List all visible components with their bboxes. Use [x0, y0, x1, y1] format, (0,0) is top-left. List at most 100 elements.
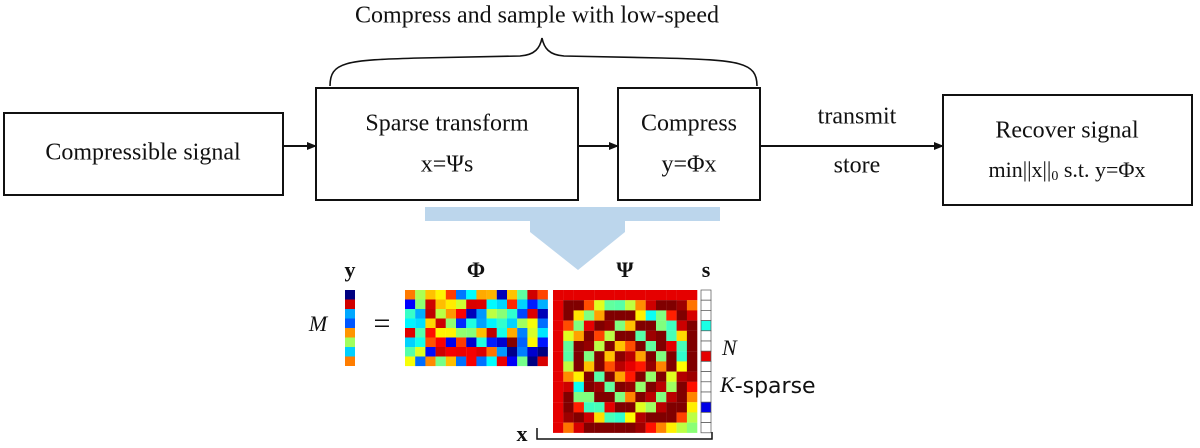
matrix-cell: [645, 310, 657, 321]
matrix-cell: [583, 422, 595, 433]
matrix-cell: [656, 371, 667, 382]
matrix-cell: [527, 328, 538, 338]
matrix-cell: [553, 341, 564, 352]
matrix-cell: [345, 337, 355, 347]
matrix-cell: [604, 320, 615, 331]
matrix-cell: [635, 361, 646, 372]
matrix-cell: [645, 320, 657, 331]
matrix-cell: [553, 412, 564, 423]
matrix-cell: [594, 300, 605, 311]
matrix-cell: [456, 309, 467, 319]
matrix-cell: [656, 330, 667, 342]
matrix-cell: [614, 300, 626, 311]
matrix-cell: [635, 341, 646, 352]
matrix-cell: [700, 350, 712, 362]
matrix-cell: [645, 392, 657, 403]
matrix-cell: [604, 361, 615, 372]
matrix-cell: [583, 310, 595, 321]
node-label: Compressible signal: [45, 140, 241, 166]
matrix-cell: [700, 371, 712, 383]
matrix-cell: [686, 330, 698, 342]
node-label: Recover signal: [995, 118, 1139, 144]
matrix-cell: [604, 422, 615, 433]
matrix-cell: [594, 341, 605, 352]
matrix-cell: [563, 371, 574, 382]
matrix-cell: [425, 356, 436, 367]
matrix-cell: [486, 337, 497, 348]
matrix-cell: [507, 347, 518, 357]
matrix-cell: [656, 422, 667, 433]
matrix-cell: [476, 318, 487, 329]
matrix-cell: [635, 290, 646, 301]
matrix-cell: [573, 341, 584, 352]
matrix-cell: [435, 309, 446, 319]
node-box: [315, 87, 579, 201]
matrix-cell: [700, 310, 712, 321]
matrix-cell: [583, 351, 595, 362]
matrix-cell: [614, 330, 626, 342]
matrix-cell: [466, 356, 477, 367]
matrix-cell: [517, 299, 528, 310]
matrix-cell: [604, 412, 615, 423]
matrix-cell: [517, 328, 528, 338]
matrix-cell: [573, 330, 584, 342]
matrix-cell: [676, 351, 687, 362]
matrix-cell: [594, 310, 605, 321]
matrix-label: K-sparse: [719, 372, 816, 399]
matrix-cell: [645, 422, 657, 433]
matrix-cell: [676, 341, 687, 352]
matrix-cell: [425, 290, 436, 300]
matrix-cell: [666, 361, 677, 372]
matrix-cell: [645, 371, 657, 382]
matrix-cell: [466, 328, 477, 338]
down-arrow: [425, 207, 720, 270]
matrix-cell: [553, 320, 564, 331]
node-box: [3, 112, 284, 196]
matrix-cell: [507, 328, 518, 338]
matrix-cell: [625, 310, 636, 321]
matrix-cell: [604, 371, 615, 382]
matrix-cell: [676, 290, 687, 301]
matrix-cell: [563, 351, 574, 362]
matrix-cell: [425, 318, 436, 329]
matrix-cell: [666, 320, 677, 331]
matrix-cell: [563, 392, 574, 403]
matrix-cell: [496, 337, 508, 348]
matrix-cell: [583, 392, 595, 403]
matrix-cell: [656, 300, 667, 311]
matrix-cell: [604, 381, 615, 393]
matrix-cell: [625, 290, 636, 301]
matrix-cell: [656, 361, 667, 372]
matrix-cell: [686, 422, 698, 433]
matrix-cell: [625, 341, 636, 352]
title: Compress and sample with low-speed: [355, 3, 719, 29]
matrix-cell: [686, 392, 698, 403]
matrix-cell: [625, 300, 636, 311]
matrix-cell: [553, 361, 564, 372]
matrix-cell: [635, 330, 646, 342]
matrix-cell: [686, 351, 698, 362]
matrix-cell: [614, 290, 626, 301]
matrix-cell: [563, 422, 574, 433]
matrix-cell: [645, 330, 657, 342]
matrix-cell: [604, 341, 615, 352]
matrix-cell: [614, 351, 626, 362]
matrix-cell: [425, 299, 436, 310]
edge-label: store: [834, 153, 881, 179]
matrix-cell: [604, 330, 615, 342]
matrix-cell: [537, 337, 548, 348]
matrix-cell: [573, 422, 584, 433]
matrix-cell: [435, 290, 446, 300]
matrix-cell: [635, 351, 646, 362]
matrix-cell: [405, 337, 416, 348]
matrix-cell: [445, 318, 457, 329]
matrix-cell: [466, 299, 477, 310]
matrix-cell: [573, 402, 584, 413]
matrix-cell: [625, 402, 636, 413]
matrix-cell: [553, 422, 564, 433]
matrix-cell: [625, 381, 636, 393]
matrix-cell: [405, 299, 416, 310]
matrix-cell: [625, 422, 636, 433]
matrix-cell: [415, 309, 426, 319]
